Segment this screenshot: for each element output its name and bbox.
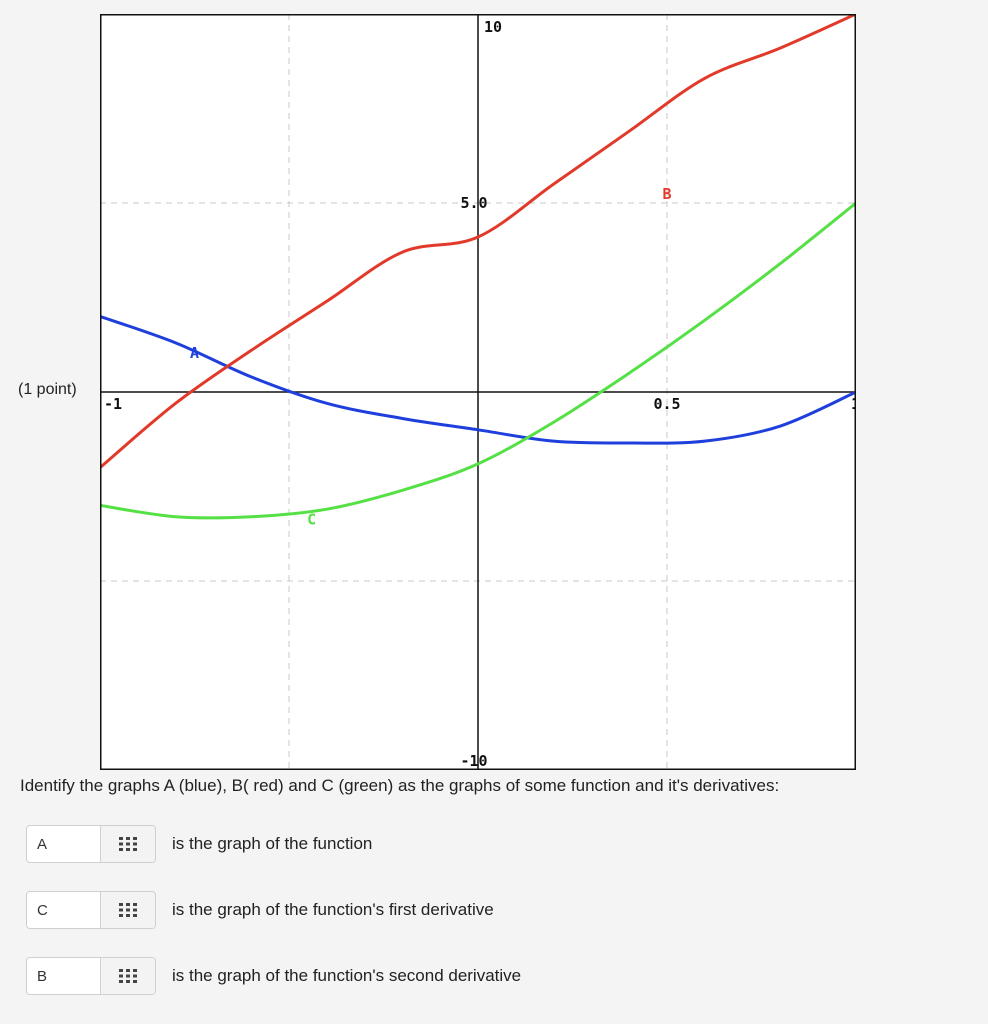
answer-value[interactable]: B <box>27 958 101 994</box>
x-tick-label: -1 <box>104 395 122 413</box>
y-tick-label: -10 <box>460 752 487 770</box>
answer-description: is the graph of the function's second de… <box>172 966 522 985</box>
grid-icon <box>119 837 137 851</box>
answer-row-function: A is the graph of the function <box>26 824 726 864</box>
series-line-b <box>100 14 856 470</box>
question-text: Identify the graphs A (blue), B( red) an… <box>20 776 780 795</box>
answer-picker-button[interactable] <box>101 958 155 994</box>
x-tick-label: 1 <box>851 395 856 413</box>
plot-border <box>100 14 856 770</box>
y-tick-label: 5.0 <box>460 194 487 212</box>
series-label-b: B <box>662 185 671 203</box>
x-tick-label: 0.5 <box>653 395 680 413</box>
answer-picker-button[interactable] <box>101 826 155 862</box>
point-value-label: (1 point) <box>18 381 77 398</box>
y-tick-label: 10 <box>484 18 502 36</box>
answer-picker-button[interactable] <box>101 892 155 928</box>
answer-input-second-derivative[interactable]: B <box>26 957 156 995</box>
answer-row-second-derivative: B is the graph of the function's second … <box>26 956 726 996</box>
answer-value[interactable]: C <box>27 892 101 928</box>
series-label-c: C <box>307 510 316 528</box>
series-line-c <box>100 201 856 520</box>
answer-value[interactable]: A <box>27 826 101 862</box>
series-label-a: A <box>190 344 199 362</box>
answer-description: is the graph of the function <box>172 834 373 853</box>
answer-input-function[interactable]: A <box>26 825 156 863</box>
answer-description: is the graph of the function's first der… <box>172 900 494 919</box>
grid-icon <box>119 969 137 983</box>
answer-row-first-derivative: C is the graph of the function's first d… <box>26 890 726 930</box>
grid-icon <box>119 903 137 917</box>
answer-input-first-derivative[interactable]: C <box>26 891 156 929</box>
function-graph: -1 0.5 1 10 5.0 -10 A B C <box>100 14 856 770</box>
graph-panel: -1 0.5 1 10 5.0 -10 A B C <box>100 14 856 770</box>
